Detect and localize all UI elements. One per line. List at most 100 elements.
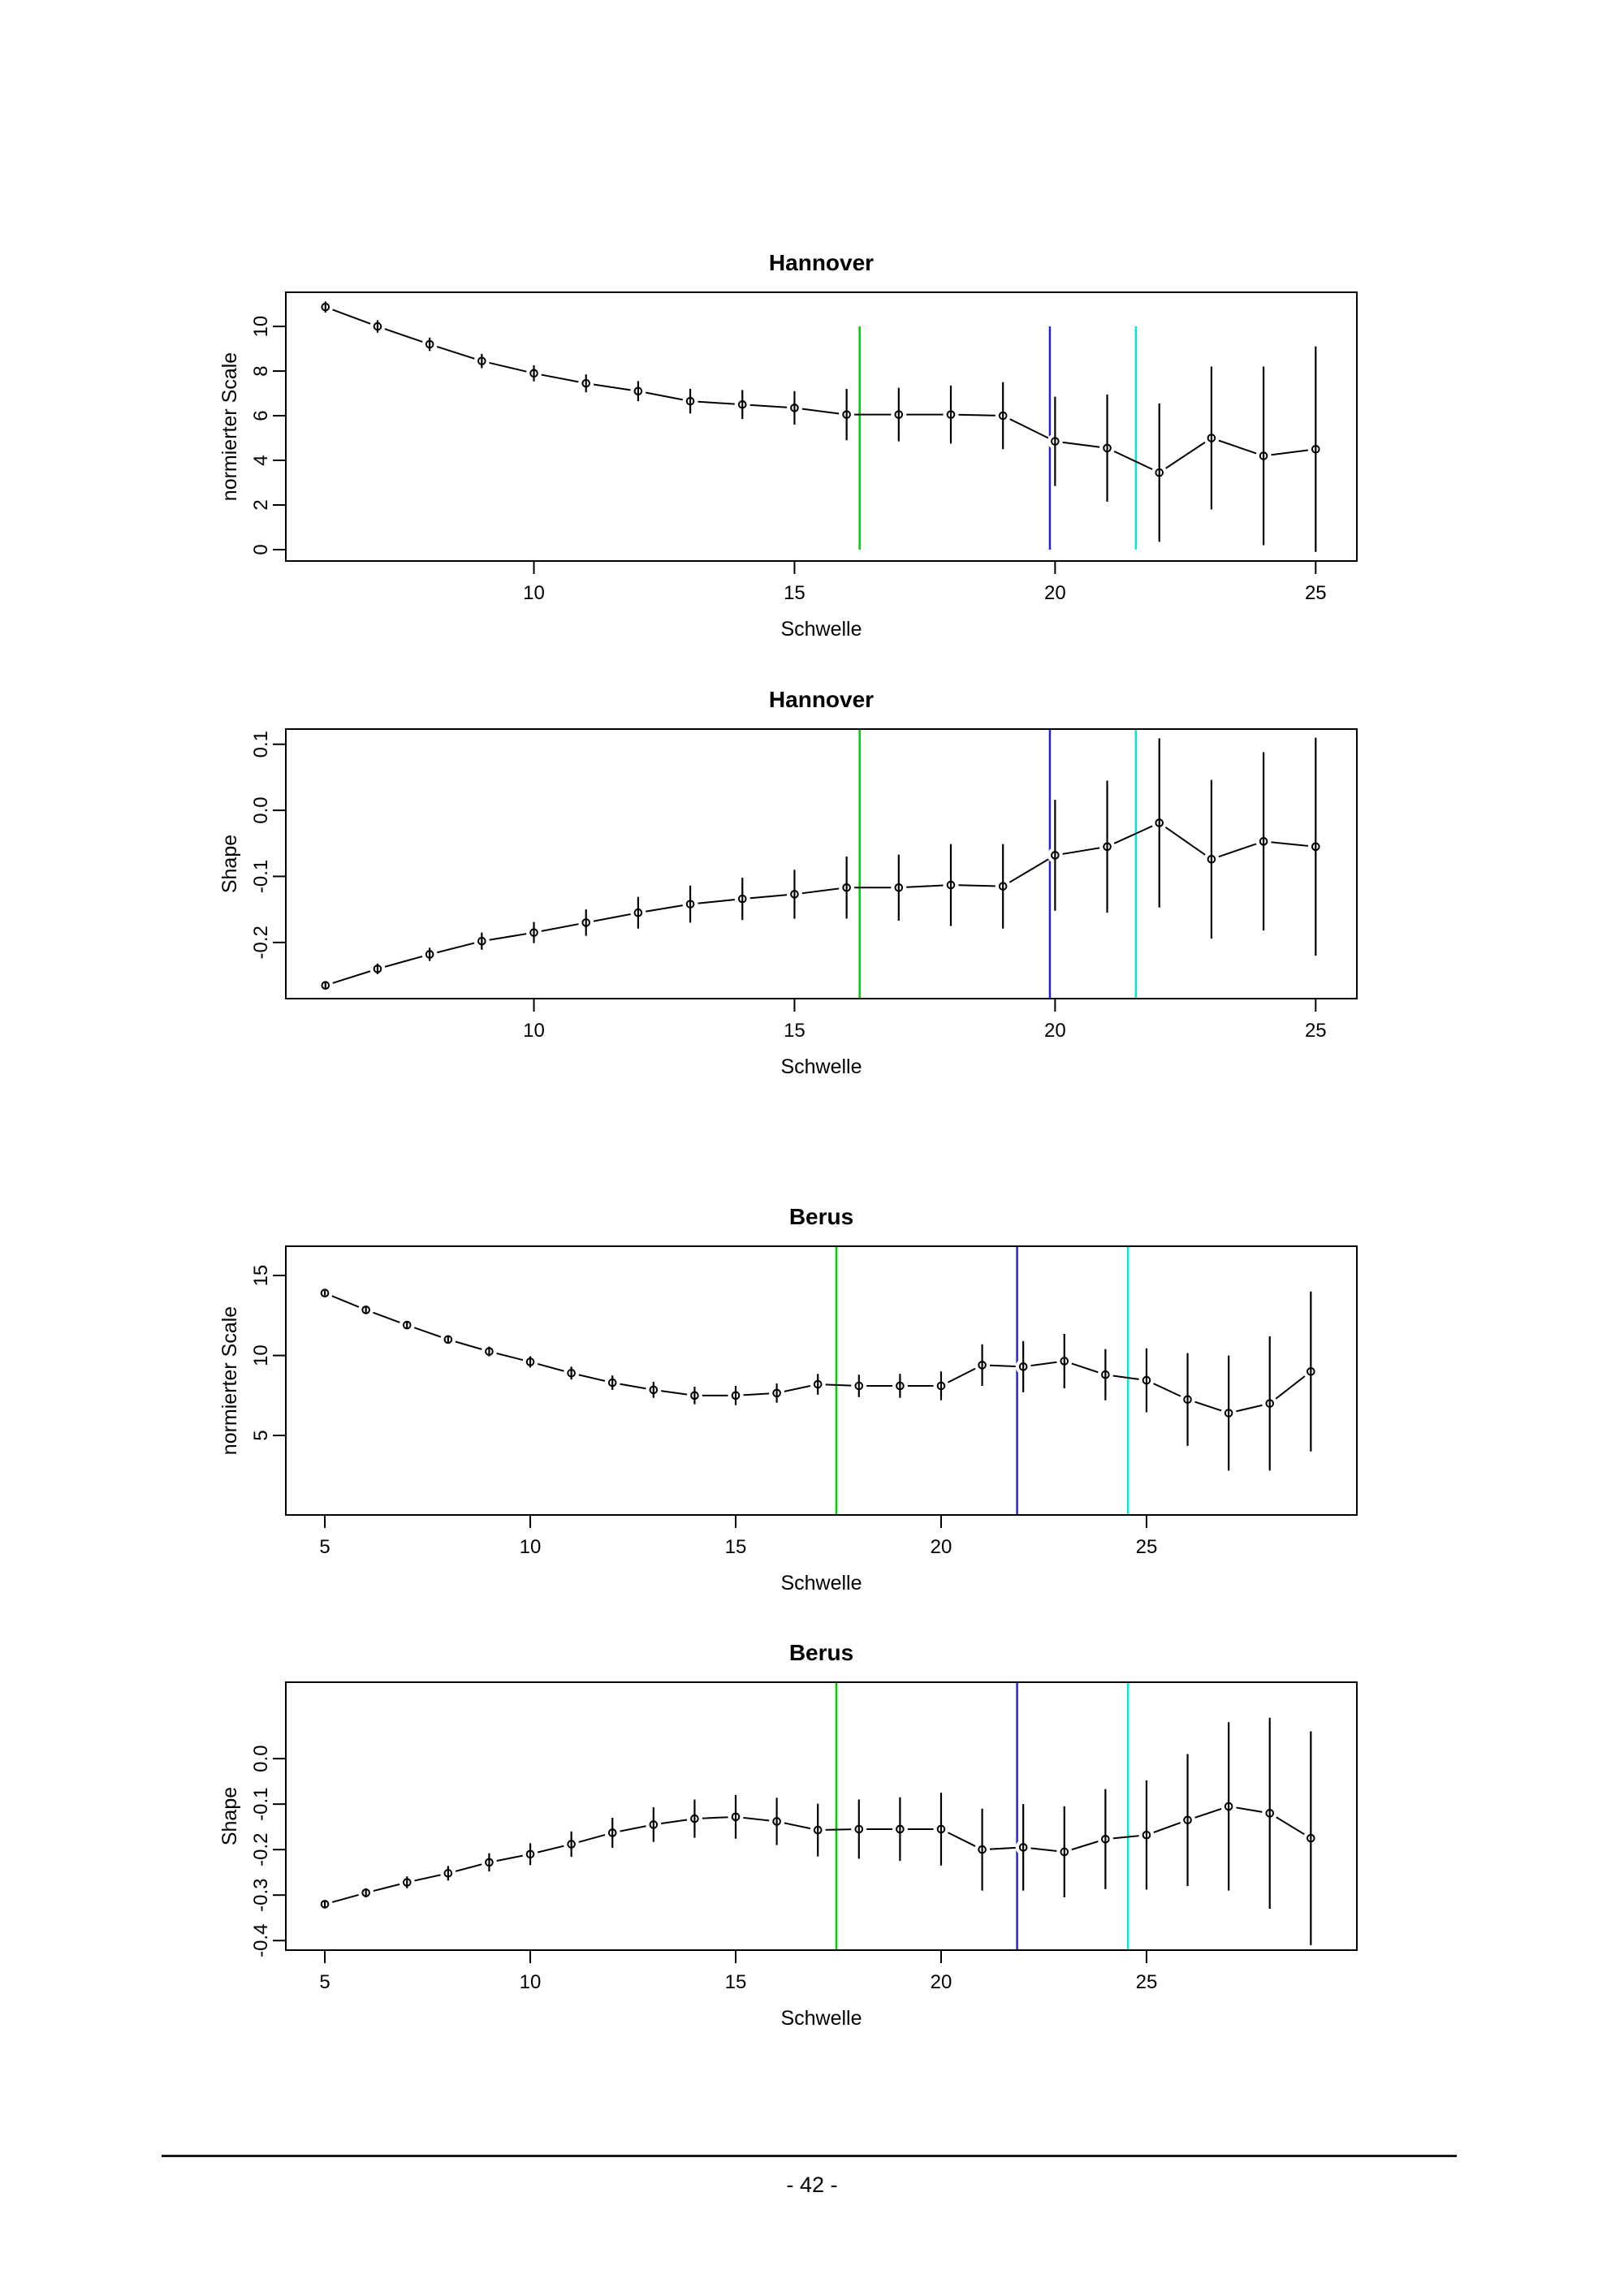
x-tick-label: 25 xyxy=(1136,1536,1158,1558)
y-tick-label: 0 xyxy=(250,544,272,555)
y-tick-label: 15 xyxy=(250,1265,272,1287)
data-point xyxy=(1060,1357,1069,1366)
y-tick-label: 0.0 xyxy=(250,796,272,823)
data-point xyxy=(425,950,434,959)
data-point xyxy=(772,1817,781,1826)
data-point xyxy=(978,1845,987,1854)
x-tick-label: 10 xyxy=(520,1536,542,1558)
chart-title: Berus xyxy=(789,1204,853,1229)
data-point xyxy=(477,936,486,946)
y-axis-label: Shape xyxy=(218,835,241,893)
x-tick-label: 20 xyxy=(931,1971,952,1993)
data-point xyxy=(485,1347,494,1356)
y-tick-label: -0.1 xyxy=(250,1787,272,1820)
page-number: - 42 - xyxy=(786,2173,838,2197)
y-tick-label: 10 xyxy=(250,1344,272,1366)
data-point xyxy=(1311,444,1320,454)
data-point xyxy=(361,1306,370,1314)
data-point xyxy=(790,404,799,412)
y-tick-label: -0.3 xyxy=(250,1879,272,1912)
x-tick-label: 25 xyxy=(1305,1020,1327,1042)
x-tick-label: 20 xyxy=(931,1536,952,1558)
data-point xyxy=(690,1814,699,1823)
data-point xyxy=(1142,1375,1151,1385)
x-tick-label: 20 xyxy=(1044,582,1066,604)
series-line xyxy=(324,1292,1311,1414)
chart-berus-scale: 5 10 15 20 25 5 10 15 Berus Schwelle normierter Sc… xyxy=(218,1204,1358,1595)
data-point xyxy=(896,1381,905,1391)
data-point xyxy=(1183,1395,1192,1405)
plot-box xyxy=(285,291,1358,562)
data-point xyxy=(649,1385,659,1395)
chart-hannover-scale: 10 15 20 25 0 2 4 6 8 10 Hannover Schwelle normierte… xyxy=(218,250,1358,641)
data-point xyxy=(1207,855,1216,864)
data-point xyxy=(525,1849,535,1859)
data-point xyxy=(936,1824,946,1834)
data-point xyxy=(649,1820,659,1829)
footer-divider xyxy=(162,2155,1457,2157)
y-tick-label: -0.2 xyxy=(250,926,272,959)
plot-box xyxy=(285,728,1358,999)
data-point xyxy=(1101,1834,1110,1844)
data-point xyxy=(567,1840,576,1849)
chart-hannover-shape: 10 15 20 25 0.1 0.0 -0.1 -0.2 Hannover Schwelle Sh… xyxy=(218,687,1358,1078)
x-axis-label: Schwelle xyxy=(780,618,862,641)
data-point xyxy=(1259,451,1268,460)
data-point xyxy=(737,894,747,904)
data-point xyxy=(1155,468,1164,477)
data-point xyxy=(320,1288,330,1298)
y-tick-label: -0.4 xyxy=(250,1924,272,1957)
data-point xyxy=(946,410,956,419)
y-tick-label: 6 xyxy=(250,410,272,421)
x-tick-label: 15 xyxy=(725,1536,747,1558)
y-tick-label: 0.1 xyxy=(250,731,272,757)
x-tick-label: 10 xyxy=(520,1971,542,1993)
data-point xyxy=(1018,1843,1028,1852)
y-axis-label: Shape xyxy=(218,1787,241,1845)
data-point xyxy=(790,890,799,899)
data-point xyxy=(946,880,956,890)
data-point xyxy=(1060,1847,1069,1857)
data-point xyxy=(1155,818,1164,827)
data-point xyxy=(1051,851,1060,860)
data-point xyxy=(998,411,1008,421)
data-point xyxy=(842,883,851,892)
y-tick-label: -0.2 xyxy=(250,1833,272,1867)
data-point xyxy=(1224,1802,1233,1811)
data-point xyxy=(402,1878,412,1887)
data-point xyxy=(731,1812,741,1822)
x-tick-label: 25 xyxy=(1136,1971,1158,1993)
data-point xyxy=(443,1335,453,1344)
plot-box xyxy=(285,1245,1358,1516)
x-tick-label: 10 xyxy=(523,582,545,604)
data-point xyxy=(894,883,904,892)
data-point xyxy=(737,399,747,409)
x-tick-label: 15 xyxy=(784,1020,806,1042)
data-point xyxy=(607,1378,617,1388)
y-tick-label: 8 xyxy=(250,365,272,376)
data-point xyxy=(567,1368,576,1378)
x-tick-label: 10 xyxy=(523,1020,545,1042)
data-point xyxy=(485,1858,494,1867)
data-point xyxy=(321,302,330,312)
x-axis-label: Schwelle xyxy=(780,1572,862,1595)
y-tick-label: 2 xyxy=(250,499,272,510)
data-point xyxy=(978,1361,987,1370)
x-axis-label: Schwelle xyxy=(780,1055,862,1078)
y-axis-label: normierter Scale xyxy=(218,352,241,501)
data-point xyxy=(1103,443,1112,453)
data-point xyxy=(854,1824,864,1834)
series-line xyxy=(325,306,1316,474)
data-point xyxy=(813,1379,823,1389)
x-tick-label: 15 xyxy=(784,582,806,604)
data-point xyxy=(894,410,904,419)
chart-title: Berus xyxy=(789,1640,853,1665)
x-tick-label: 25 xyxy=(1305,582,1327,604)
data-point xyxy=(633,386,643,396)
data-point xyxy=(1311,842,1320,852)
x-tick-label: 5 xyxy=(319,1536,330,1558)
y-tick-label: 5 xyxy=(250,1430,272,1440)
data-point xyxy=(361,1888,370,1897)
